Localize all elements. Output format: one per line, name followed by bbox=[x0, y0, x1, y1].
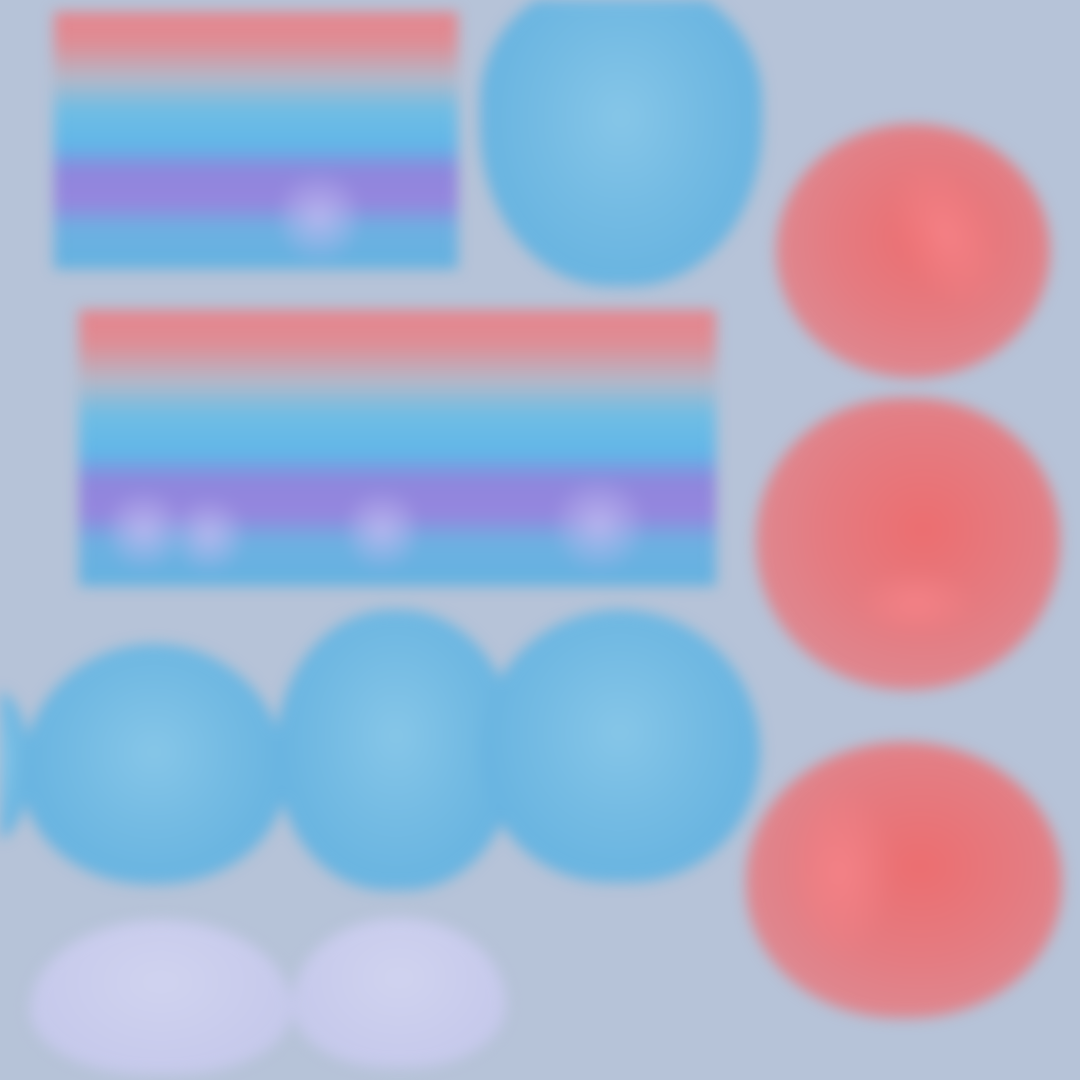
panel-marker bbox=[109, 480, 179, 580]
panel-marker bbox=[554, 470, 644, 580]
red-blob-icon[interactable] bbox=[776, 124, 1050, 378]
panel-marker bbox=[279, 162, 359, 269]
lavender-blob-icon[interactable] bbox=[292, 918, 506, 1068]
blue-blob-icon[interactable] bbox=[480, 0, 762, 286]
striped-panel-middle[interactable] bbox=[79, 310, 716, 586]
red-blob-icon[interactable] bbox=[746, 742, 1062, 1018]
blue-blob-icon[interactable] bbox=[22, 644, 286, 884]
blue-blob-icon[interactable] bbox=[276, 610, 516, 890]
highlight bbox=[856, 568, 976, 638]
panel-marker bbox=[347, 480, 417, 580]
blue-blob-icon[interactable] bbox=[480, 610, 760, 882]
lavender-blob-icon[interactable] bbox=[30, 920, 292, 1075]
highlight bbox=[866, 140, 1026, 328]
highlight bbox=[786, 782, 896, 962]
panel-marker bbox=[174, 490, 244, 580]
red-blob-icon[interactable] bbox=[756, 398, 1060, 690]
striped-panel-top[interactable] bbox=[54, 12, 458, 269]
